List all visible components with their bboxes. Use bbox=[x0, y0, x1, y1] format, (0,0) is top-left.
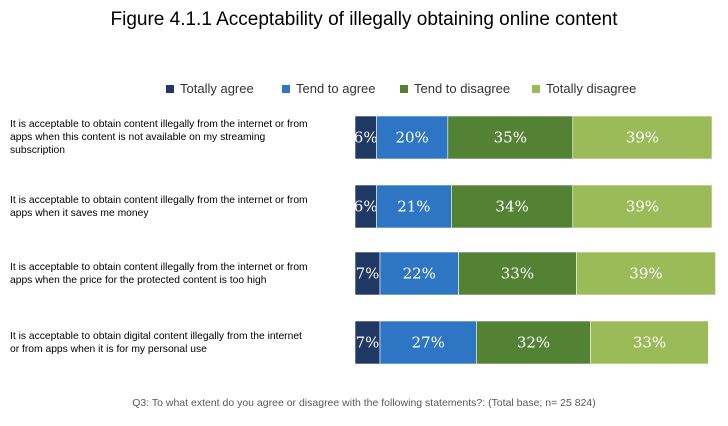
category-label-line: apps when it saves me money bbox=[10, 207, 149, 219]
legend-swatch-tend-to-disagree bbox=[400, 85, 408, 93]
source-note: Q3: To what extent do you agree or disag… bbox=[132, 397, 596, 409]
category-label-line: It is acceptable to obtain content illeg… bbox=[10, 194, 308, 206]
legend-item-tend-to-disagree: Tend to disagree bbox=[400, 80, 510, 98]
data-label: 33% bbox=[501, 265, 534, 283]
bar-segment bbox=[354, 251, 381, 296]
bar-segment bbox=[572, 115, 713, 160]
data-label: 22% bbox=[403, 265, 436, 283]
category-label-line: apps when the price for the protected co… bbox=[10, 274, 267, 286]
bar-segment bbox=[476, 320, 591, 365]
data-label: 39% bbox=[626, 129, 659, 147]
data-label: 6% bbox=[354, 129, 378, 147]
legend-label-tend-to-disagree: Tend to disagree bbox=[414, 81, 511, 96]
legend-swatch-totally-disagree bbox=[532, 85, 540, 93]
category-label: It is acceptable to obtain content illeg… bbox=[10, 194, 348, 220]
bar-segment bbox=[379, 251, 459, 296]
data-label: 35% bbox=[494, 129, 527, 147]
legend-label-totally-agree: Totally agree bbox=[180, 81, 254, 96]
legend-item-totally-agree: Totally agree bbox=[166, 80, 254, 98]
category-label: It is acceptable to obtain content illeg… bbox=[10, 261, 348, 287]
bar-segment bbox=[447, 115, 574, 160]
category-label: It is acceptable to obtain digital conte… bbox=[10, 330, 348, 356]
bar-segment bbox=[590, 320, 709, 365]
data-label: 20% bbox=[395, 129, 428, 147]
legend-swatch-totally-agree bbox=[166, 85, 174, 93]
category-label-line: It is acceptable to obtain digital conte… bbox=[10, 330, 302, 342]
data-label: 7% bbox=[356, 334, 380, 352]
category-label-line: It is acceptable to obtain content illeg… bbox=[10, 119, 308, 130]
category-label-line: apps when this content is not available … bbox=[10, 132, 266, 143]
data-label: 21% bbox=[397, 198, 430, 216]
bar-segment bbox=[376, 115, 449, 160]
data-label: 34% bbox=[495, 198, 528, 216]
category-label-line: subscription bbox=[10, 145, 65, 156]
data-label: 6% bbox=[354, 198, 378, 216]
legend-label-totally-disagree: Totally disagree bbox=[546, 81, 637, 96]
data-label: 39% bbox=[629, 265, 662, 283]
data-label: 27% bbox=[412, 334, 445, 352]
category-label-line: or from apps when it is for my personal … bbox=[10, 343, 207, 355]
bar-segment bbox=[451, 184, 574, 229]
legend-item-totally-disagree: Totally disagree bbox=[532, 80, 636, 98]
data-label: 32% bbox=[517, 334, 550, 352]
legend: Totally agree Tend to agree Tend to disa… bbox=[0, 80, 728, 98]
legend-swatch-tend-to-agree bbox=[282, 85, 290, 93]
bar-segment bbox=[376, 184, 452, 229]
data-label: 39% bbox=[626, 198, 659, 216]
data-label: 33% bbox=[633, 334, 666, 352]
bar-segment bbox=[572, 184, 713, 229]
bar-segment bbox=[379, 320, 477, 365]
legend-label-tend-to-agree: Tend to agree bbox=[296, 81, 376, 96]
legend-item-tend-to-agree: Tend to agree bbox=[282, 80, 376, 98]
category-label: It is acceptable to obtain content illeg… bbox=[10, 118, 348, 157]
data-label: 7% bbox=[356, 265, 380, 283]
category-label-line: It is acceptable to obtain content illeg… bbox=[10, 261, 308, 273]
bar-segment bbox=[576, 251, 716, 296]
bar-segment bbox=[354, 320, 381, 365]
chart-title: Figure 4.1.1 Acceptability of illegally … bbox=[110, 9, 618, 30]
bar-segment bbox=[458, 251, 577, 296]
